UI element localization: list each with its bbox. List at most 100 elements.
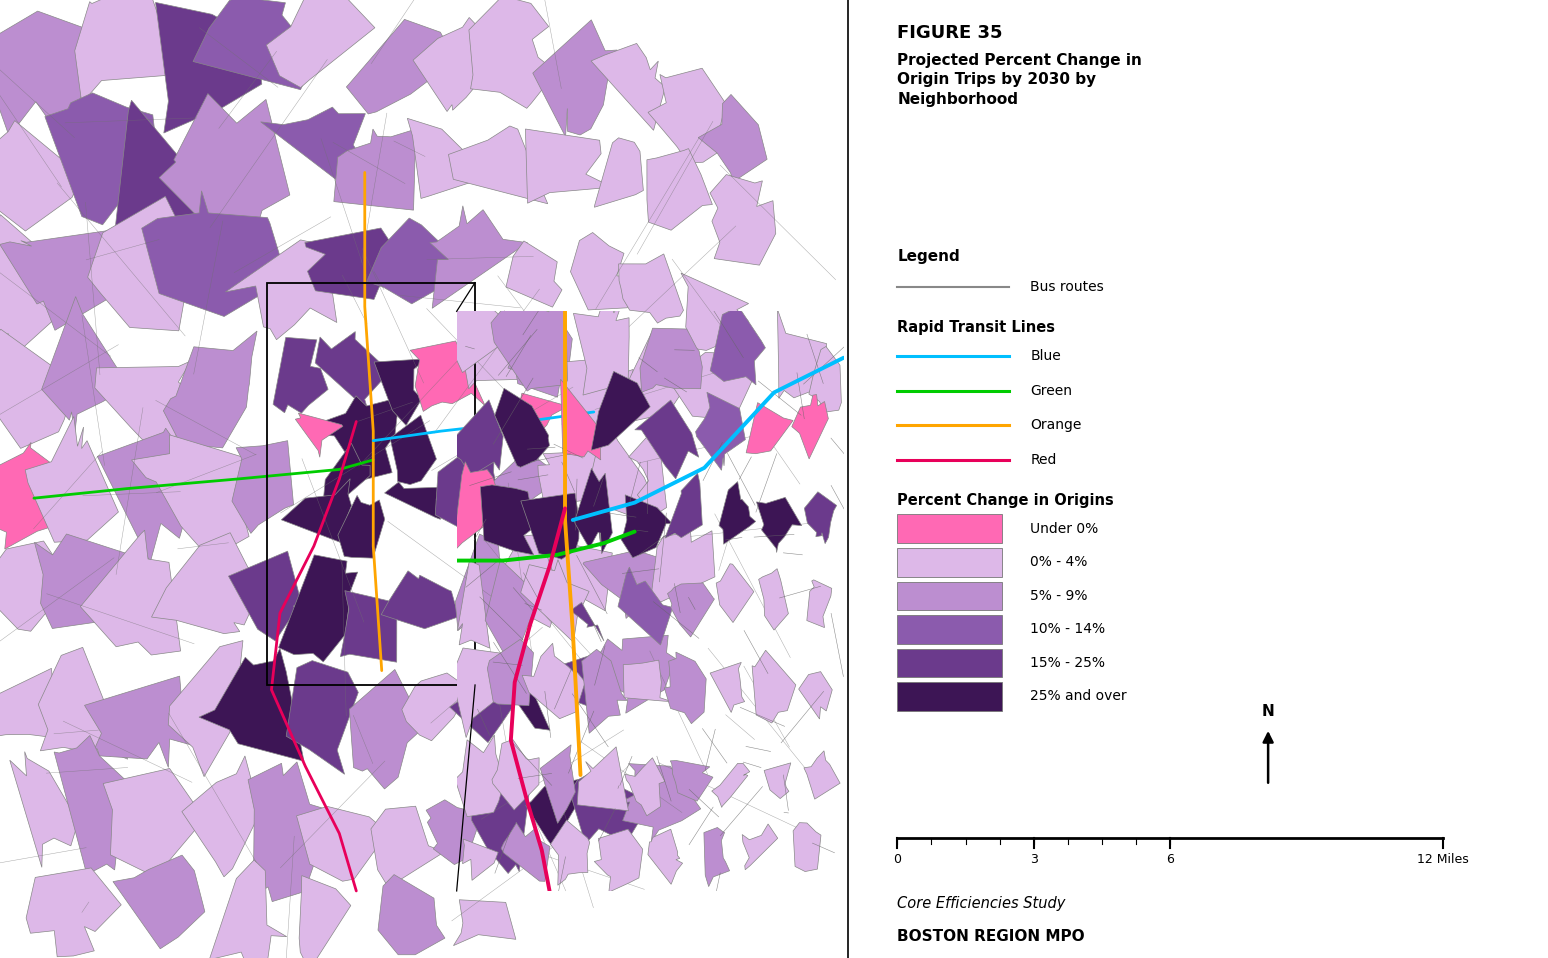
Polygon shape [341, 591, 401, 662]
Polygon shape [514, 393, 568, 435]
Text: 12 Miles: 12 Miles [1416, 853, 1469, 866]
Polygon shape [624, 660, 672, 701]
Polygon shape [378, 875, 444, 955]
Polygon shape [807, 580, 831, 627]
Polygon shape [704, 828, 729, 886]
Polygon shape [297, 807, 384, 881]
Bar [898, 649, 1002, 677]
Polygon shape [525, 129, 611, 203]
Polygon shape [551, 820, 590, 885]
Polygon shape [334, 129, 416, 210]
Polygon shape [509, 664, 550, 730]
Text: 5% - 9%: 5% - 9% [1031, 589, 1088, 603]
Polygon shape [621, 495, 672, 558]
Polygon shape [591, 372, 650, 450]
Polygon shape [652, 531, 715, 604]
Polygon shape [469, 0, 556, 108]
Polygon shape [430, 206, 528, 308]
Polygon shape [805, 491, 836, 543]
Polygon shape [0, 669, 71, 739]
Polygon shape [200, 649, 303, 762]
Polygon shape [350, 670, 424, 789]
Polygon shape [226, 240, 337, 340]
Polygon shape [574, 468, 613, 554]
Polygon shape [741, 824, 777, 870]
Polygon shape [337, 495, 385, 559]
Polygon shape [455, 534, 502, 630]
Polygon shape [0, 330, 76, 448]
Polygon shape [522, 643, 585, 718]
Polygon shape [347, 19, 449, 114]
Polygon shape [520, 559, 590, 643]
Polygon shape [628, 425, 667, 515]
Polygon shape [746, 402, 793, 454]
Polygon shape [25, 417, 119, 542]
Polygon shape [526, 777, 590, 846]
Polygon shape [585, 428, 656, 515]
Polygon shape [533, 20, 618, 137]
Polygon shape [152, 533, 263, 633]
Text: Core Efficiencies Study: Core Efficiencies Study [898, 896, 1065, 911]
Polygon shape [582, 650, 627, 733]
Polygon shape [717, 563, 754, 623]
Polygon shape [471, 777, 531, 874]
Polygon shape [443, 648, 506, 738]
Polygon shape [390, 415, 437, 485]
Polygon shape [85, 676, 194, 767]
Polygon shape [181, 756, 260, 877]
Polygon shape [488, 640, 534, 706]
Text: Blue: Blue [1031, 350, 1060, 363]
Polygon shape [698, 95, 768, 182]
Polygon shape [649, 830, 683, 884]
Polygon shape [577, 747, 628, 810]
Polygon shape [45, 93, 158, 225]
Polygon shape [209, 860, 286, 958]
Text: Red: Red [1031, 453, 1057, 467]
Polygon shape [441, 300, 508, 373]
Polygon shape [449, 674, 525, 742]
Polygon shape [26, 868, 121, 957]
Polygon shape [799, 672, 833, 719]
Polygon shape [562, 358, 633, 434]
Text: Legend: Legend [898, 249, 960, 264]
Polygon shape [458, 321, 533, 389]
Polygon shape [635, 400, 698, 479]
Polygon shape [542, 645, 619, 711]
Text: 0: 0 [893, 853, 901, 866]
Polygon shape [0, 215, 70, 358]
Polygon shape [666, 473, 703, 538]
Polygon shape [407, 119, 494, 198]
Polygon shape [194, 0, 316, 90]
Polygon shape [765, 763, 791, 799]
Polygon shape [480, 485, 537, 555]
Polygon shape [791, 395, 828, 459]
Polygon shape [104, 768, 209, 877]
Bar [898, 682, 1002, 711]
Polygon shape [444, 399, 503, 476]
Text: Bus routes: Bus routes [1031, 281, 1104, 294]
Polygon shape [272, 337, 328, 413]
Polygon shape [752, 650, 796, 723]
Polygon shape [618, 332, 690, 422]
Polygon shape [282, 479, 351, 545]
Polygon shape [495, 388, 550, 468]
Polygon shape [810, 347, 842, 412]
Text: Under 0%: Under 0% [1031, 522, 1099, 536]
Text: 25% and over: 25% and over [1031, 690, 1127, 703]
Polygon shape [520, 493, 579, 559]
Polygon shape [132, 435, 249, 559]
Polygon shape [113, 855, 204, 948]
Polygon shape [0, 11, 91, 141]
Polygon shape [435, 437, 506, 531]
Text: Projected Percent Change in
Origin Trips by 2030 by
Neighborhood: Projected Percent Change in Origin Trips… [898, 53, 1142, 107]
Polygon shape [0, 121, 82, 231]
Polygon shape [384, 482, 444, 519]
Polygon shape [457, 560, 489, 649]
Polygon shape [324, 444, 370, 502]
Polygon shape [0, 443, 65, 549]
Bar [898, 582, 1002, 610]
Polygon shape [625, 758, 666, 816]
Polygon shape [402, 673, 469, 741]
Polygon shape [299, 876, 351, 958]
Text: 0% - 4%: 0% - 4% [1031, 556, 1088, 569]
